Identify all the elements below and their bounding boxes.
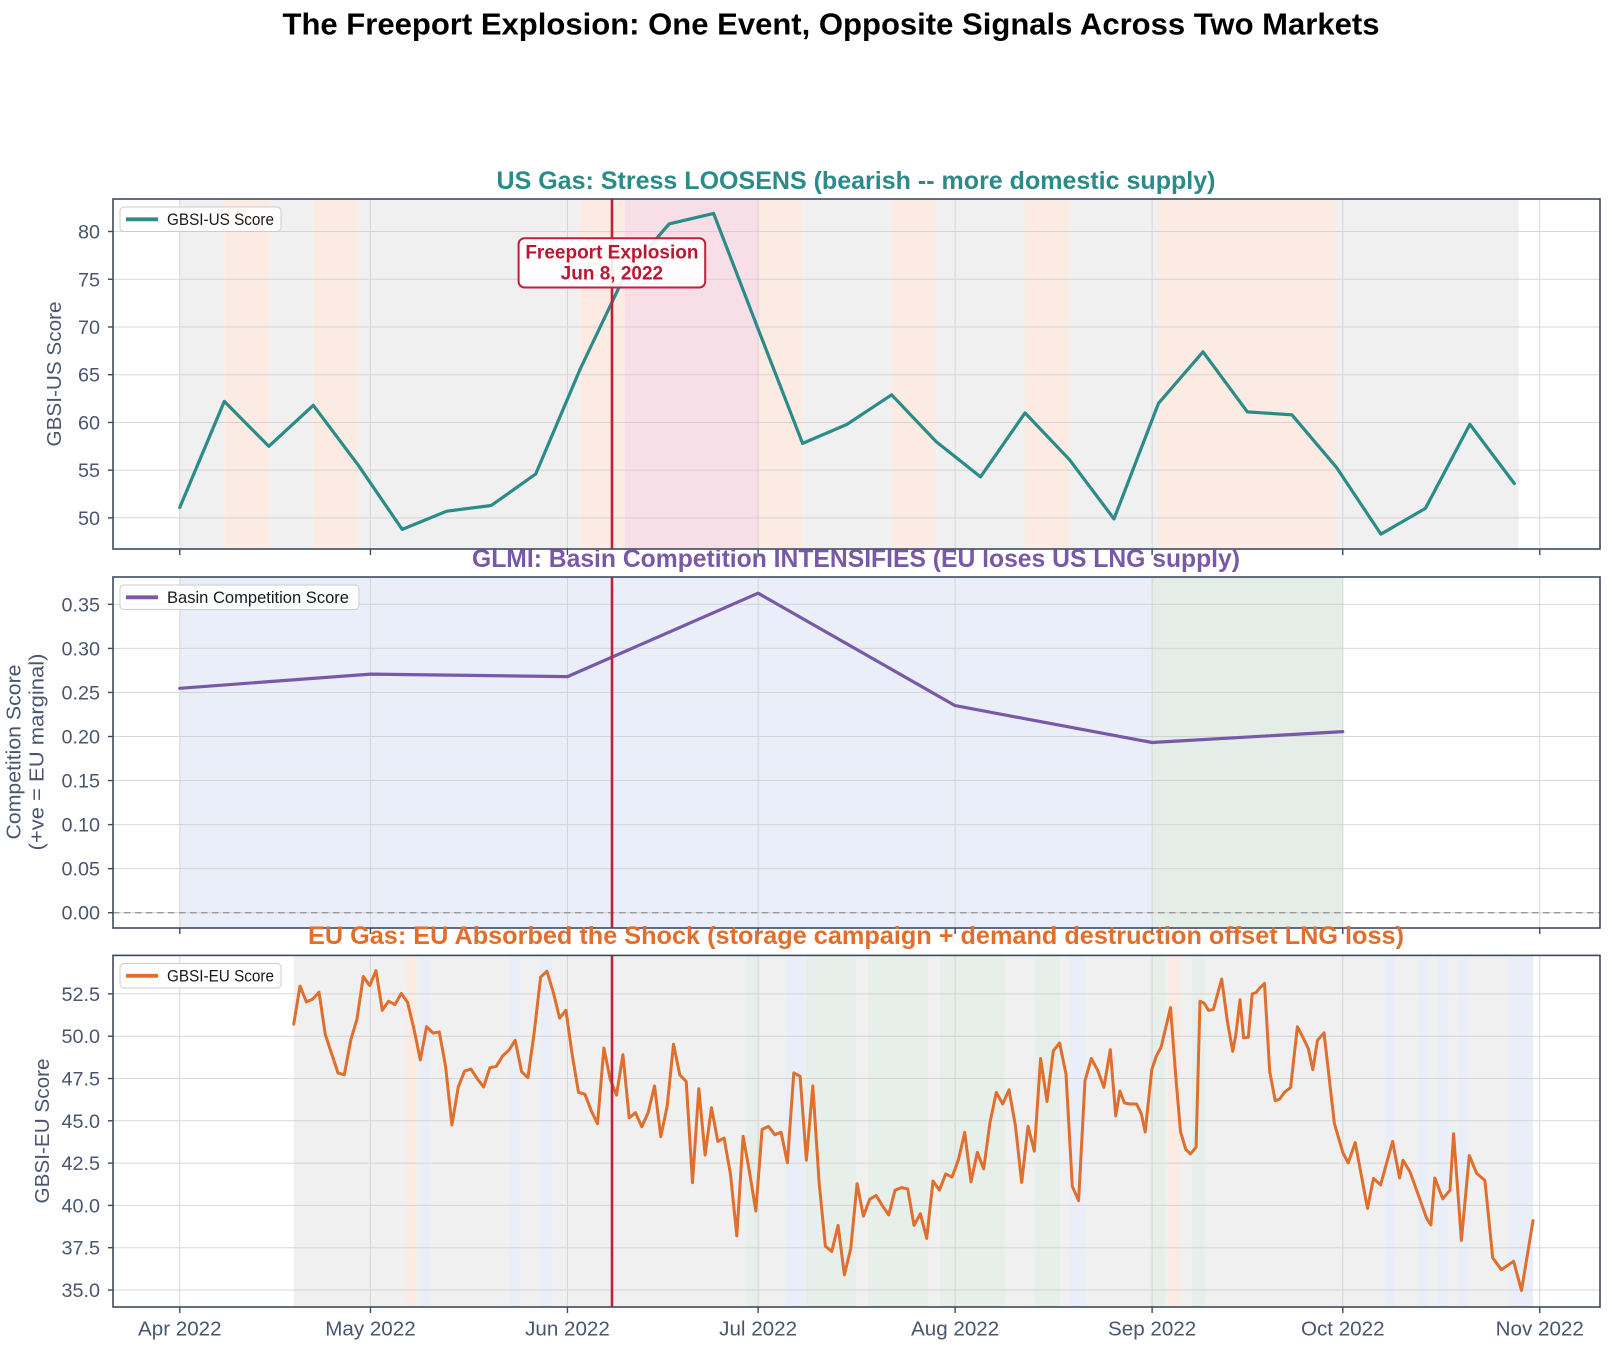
svg-text:45.0: 45.0 bbox=[61, 1111, 100, 1133]
svg-text:(+ve = EU marginal): (+ve = EU marginal) bbox=[26, 654, 49, 851]
svg-text:0.20: 0.20 bbox=[61, 727, 100, 749]
svg-text:52.5: 52.5 bbox=[61, 984, 100, 1006]
svg-text:0.00: 0.00 bbox=[61, 903, 100, 925]
svg-text:50: 50 bbox=[78, 508, 100, 530]
svg-text:75: 75 bbox=[78, 269, 100, 291]
svg-text:0.10: 0.10 bbox=[61, 815, 100, 837]
svg-text:Sep 2022: Sep 2022 bbox=[1108, 1318, 1196, 1341]
svg-text:May 2022: May 2022 bbox=[325, 1318, 415, 1341]
svg-text:EU Gas: EU Absorbed the Shock: EU Gas: EU Absorbed the Shock (storage c… bbox=[308, 922, 1404, 950]
svg-text:47.5: 47.5 bbox=[61, 1069, 100, 1091]
svg-text:GLMI: Basin Competition INTENS: GLMI: Basin Competition INTENSIFIES (EU … bbox=[472, 545, 1240, 573]
svg-text:Competition Score: Competition Score bbox=[3, 665, 26, 840]
svg-text:55: 55 bbox=[78, 460, 100, 482]
svg-text:40.0: 40.0 bbox=[61, 1195, 100, 1217]
svg-text:0.05: 0.05 bbox=[61, 859, 100, 881]
svg-text:Jun 2022: Jun 2022 bbox=[525, 1318, 610, 1341]
svg-text:Oct 2022: Oct 2022 bbox=[1301, 1318, 1385, 1341]
svg-text:70: 70 bbox=[78, 317, 100, 339]
svg-text:GBSI-US Score: GBSI-US Score bbox=[167, 211, 274, 229]
svg-text:Nov 2022: Nov 2022 bbox=[1496, 1318, 1584, 1341]
svg-text:65: 65 bbox=[78, 365, 100, 387]
svg-text:Basin Competition Score: Basin Competition Score bbox=[167, 589, 349, 607]
svg-text:Freeport Explosion: Freeport Explosion bbox=[525, 243, 698, 264]
svg-text:Aug 2022: Aug 2022 bbox=[911, 1318, 999, 1341]
svg-text:0.25: 0.25 bbox=[61, 682, 100, 704]
svg-text:The Freeport Explosion: One Ev: The Freeport Explosion: One Event, Oppos… bbox=[283, 7, 1380, 42]
svg-text:37.5: 37.5 bbox=[61, 1238, 100, 1260]
svg-text:GBSI-EU Score: GBSI-EU Score bbox=[167, 968, 274, 986]
svg-text:Jul 2022: Jul 2022 bbox=[719, 1318, 797, 1341]
svg-text:35.0: 35.0 bbox=[61, 1280, 100, 1302]
svg-text:0.30: 0.30 bbox=[61, 638, 100, 660]
svg-text:US Gas: Stress LOOSENS (bearis: US Gas: Stress LOOSENS (bearish -- more … bbox=[497, 167, 1216, 195]
svg-text:Apr 2022: Apr 2022 bbox=[138, 1318, 222, 1341]
svg-text:0.15: 0.15 bbox=[61, 771, 100, 793]
svg-text:80: 80 bbox=[78, 222, 100, 244]
svg-text:60: 60 bbox=[78, 412, 100, 434]
svg-text:Jun 8, 2022: Jun 8, 2022 bbox=[561, 264, 663, 285]
svg-text:42.5: 42.5 bbox=[61, 1153, 100, 1175]
svg-text:GBSI-US Score: GBSI-US Score bbox=[43, 302, 66, 447]
svg-text:GBSI-EU Score: GBSI-EU Score bbox=[31, 1059, 54, 1204]
svg-text:0.35: 0.35 bbox=[61, 594, 100, 616]
svg-text:50.0: 50.0 bbox=[61, 1026, 100, 1048]
